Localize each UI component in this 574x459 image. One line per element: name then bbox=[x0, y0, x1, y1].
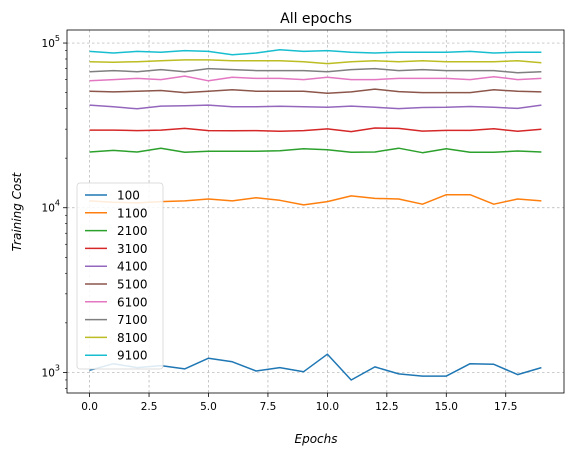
x-tick-label: 15.0 bbox=[435, 401, 458, 413]
x-tick-label: 5.0 bbox=[200, 401, 217, 413]
series-line-3100 bbox=[89, 127, 542, 133]
series-line-5100 bbox=[89, 88, 542, 95]
legend-label-5100: 5100 bbox=[117, 278, 148, 292]
x-tick-label: 0.0 bbox=[81, 401, 98, 413]
series-line-9100 bbox=[89, 49, 542, 56]
y-tick-label: 105 bbox=[42, 34, 60, 50]
x-tick-label: 17.5 bbox=[494, 401, 517, 413]
legend-label-6100: 6100 bbox=[117, 295, 148, 309]
legend-label-8100: 8100 bbox=[117, 331, 148, 345]
legend-label-2100: 2100 bbox=[117, 224, 148, 238]
x-axis-label: Epochs bbox=[295, 432, 338, 446]
legend-label-3100: 3100 bbox=[117, 242, 148, 256]
legend-box bbox=[76, 182, 164, 370]
x-tick-label: 7.5 bbox=[260, 401, 277, 413]
y-tick-label: 104 bbox=[42, 199, 60, 215]
series-lines bbox=[89, 49, 542, 381]
series-line-6100 bbox=[89, 75, 542, 82]
y-axis-label: Training Cost bbox=[10, 171, 24, 251]
legend-label-1100: 1100 bbox=[117, 206, 148, 220]
series-line-8100 bbox=[89, 59, 542, 65]
y-axis-ticks: 103 104 105 bbox=[42, 34, 67, 389]
series-line-1100 bbox=[89, 193, 542, 206]
legend-label-4100: 4100 bbox=[117, 260, 148, 274]
series-line-4100 bbox=[89, 104, 542, 110]
series-line-7100 bbox=[89, 67, 542, 74]
legend-label-9100: 9100 bbox=[117, 349, 148, 363]
x-tick-label: 12.5 bbox=[375, 401, 398, 413]
plot-frame bbox=[66, 29, 565, 394]
x-axis-ticks: 0.0 2.5 5.0 7.5 10.0 12.5 15.0 17.5 bbox=[81, 393, 517, 413]
legend-label-100: 100 bbox=[117, 189, 140, 203]
series-line-100 bbox=[89, 353, 542, 381]
chart-title: All epochs bbox=[280, 11, 352, 27]
y-tick-label: 103 bbox=[42, 363, 60, 379]
legend: 100 1100 2100 3100 4100 5100 6100 7100 8100 9100 bbox=[76, 182, 164, 370]
series-line-2100 bbox=[89, 147, 542, 154]
x-tick-label: 2.5 bbox=[141, 401, 158, 413]
x-tick-label: 10.0 bbox=[316, 401, 339, 413]
legend-label-7100: 7100 bbox=[117, 313, 148, 327]
